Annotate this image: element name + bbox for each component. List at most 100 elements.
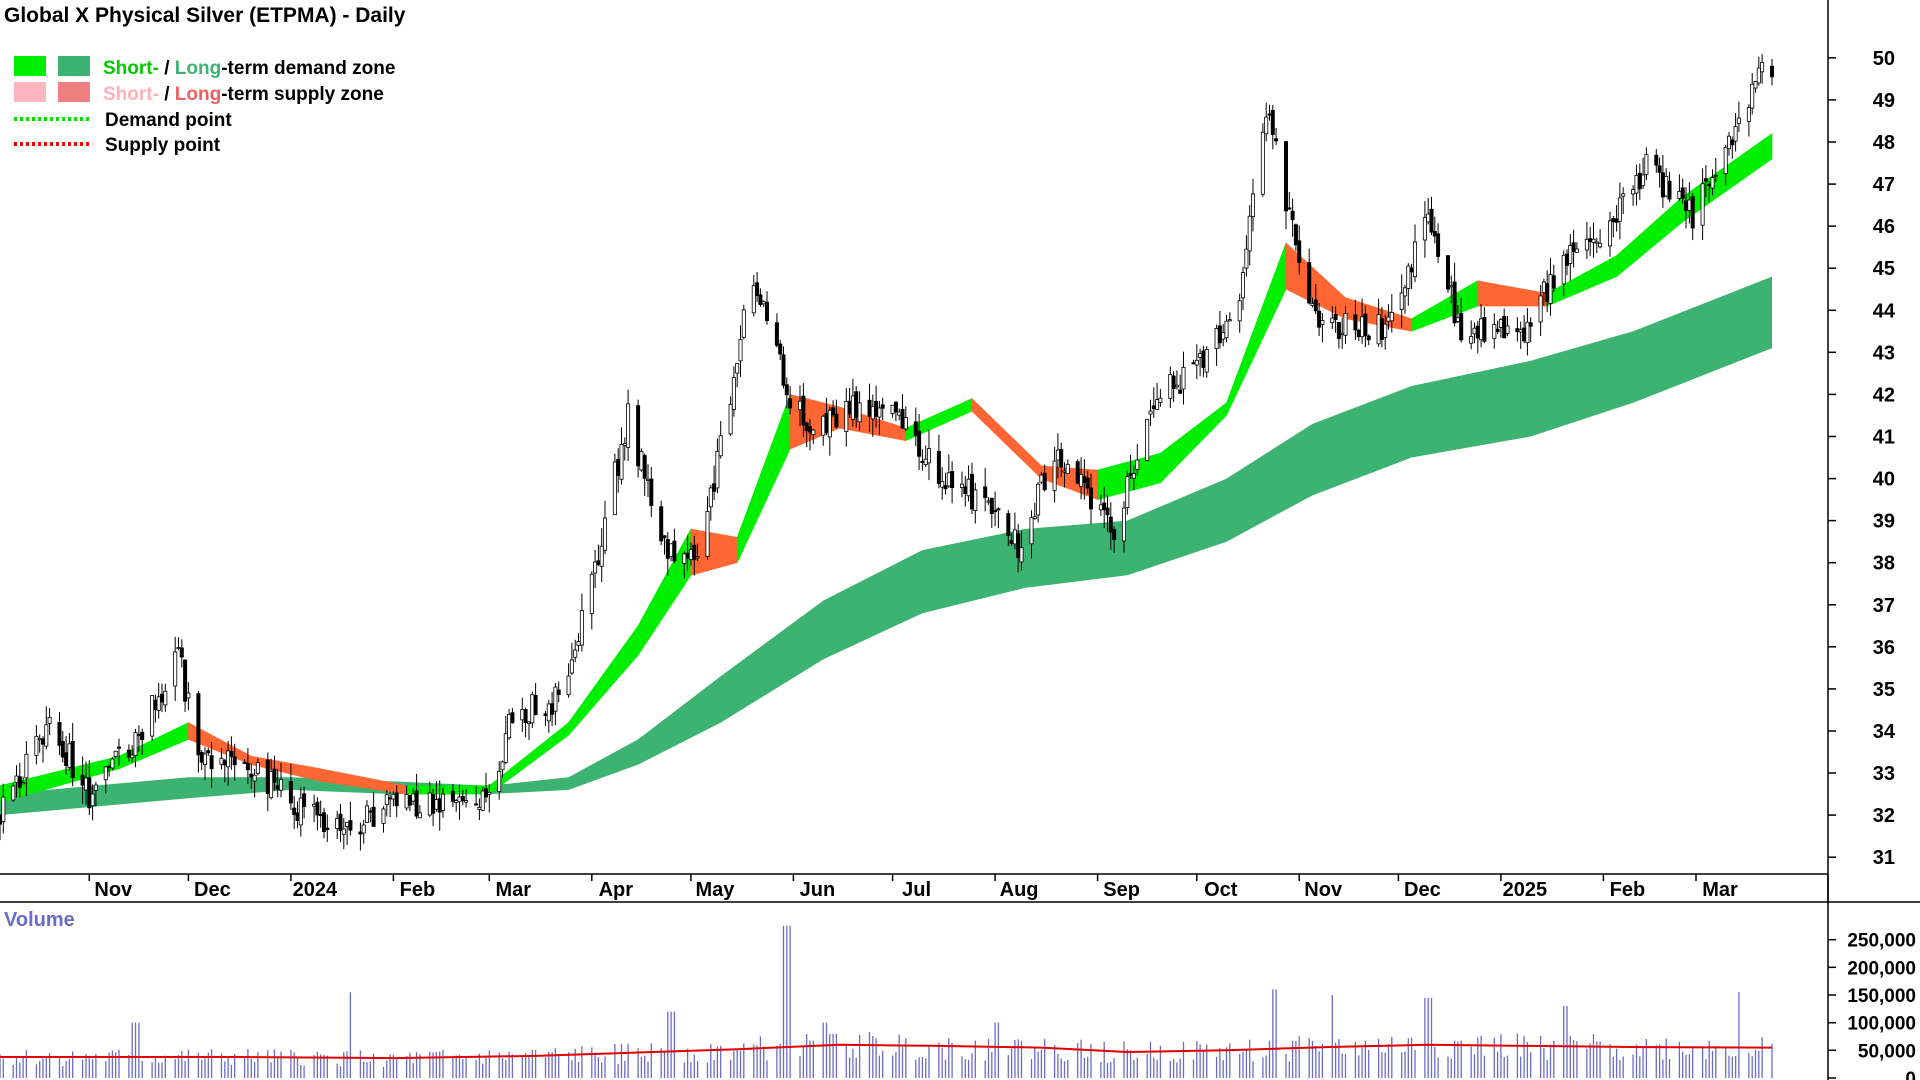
candle-up xyxy=(821,415,826,436)
candle-up xyxy=(186,692,191,699)
candle-up xyxy=(312,803,317,807)
candle-down xyxy=(368,810,373,813)
candle-down xyxy=(1502,315,1507,339)
candle-up xyxy=(1012,529,1017,545)
candle-up xyxy=(1422,217,1427,241)
candle-down xyxy=(1284,141,1289,212)
candle-up xyxy=(477,807,482,810)
candle-up xyxy=(639,451,644,471)
candle-up xyxy=(646,478,651,481)
candle-down xyxy=(758,294,763,305)
candle-up xyxy=(1525,321,1530,344)
candle-down xyxy=(692,544,697,561)
volume-average-line xyxy=(0,1043,1773,1060)
candle-up xyxy=(1505,325,1510,334)
candle-up xyxy=(44,724,49,747)
price-tick-label: 32 xyxy=(1873,805,1895,827)
candle-up xyxy=(1241,272,1246,299)
chart-title: Global X Physical Silver (ETPMA) - Daily xyxy=(4,4,406,27)
candle-down xyxy=(1379,318,1384,340)
candle-down xyxy=(1089,487,1094,510)
candle-down xyxy=(880,404,885,409)
candle-down xyxy=(17,776,22,788)
candle-up xyxy=(1518,329,1523,333)
price-tick-label: 47 xyxy=(1873,174,1895,196)
candle-up xyxy=(1036,483,1041,516)
candle-down xyxy=(1313,299,1318,312)
price-tick-label: 41 xyxy=(1873,427,1895,449)
legend-supply-long: Long xyxy=(175,84,221,105)
candle-down xyxy=(222,760,227,766)
candle-up xyxy=(1214,327,1219,349)
candle-down xyxy=(685,552,690,559)
candle-up xyxy=(103,766,108,781)
candle-up xyxy=(503,733,508,763)
candle-up xyxy=(1376,314,1381,345)
candle-up xyxy=(520,709,525,721)
candle-down xyxy=(136,734,141,737)
volume-tick-label: 150,000 xyxy=(1847,986,1916,1007)
candle-up xyxy=(1032,516,1037,519)
candle-down xyxy=(1482,317,1487,342)
candle-down xyxy=(788,398,793,409)
candle-up xyxy=(612,461,617,516)
date-tick-label: Mar xyxy=(1702,879,1738,901)
candle-up xyxy=(497,770,502,792)
candle-down xyxy=(784,384,789,396)
candle-up xyxy=(1194,359,1199,366)
price-tick-label: 37 xyxy=(1873,595,1895,617)
candle-up xyxy=(1498,319,1503,328)
candle-down xyxy=(407,795,412,806)
date-tick-label: Feb xyxy=(1610,879,1646,901)
candle-up xyxy=(1065,463,1070,474)
price-tick-label: 48 xyxy=(1873,132,1895,154)
candle-up xyxy=(1029,517,1034,545)
candle-up xyxy=(269,771,274,799)
candle-down xyxy=(140,731,145,741)
candle-down xyxy=(1009,540,1014,544)
candle-up xyxy=(255,762,260,774)
candle-down xyxy=(153,699,158,710)
candle-up xyxy=(877,407,882,418)
candle-up xyxy=(1039,474,1044,483)
candle-down xyxy=(249,773,254,778)
candle-up xyxy=(1198,353,1203,358)
candle-up xyxy=(113,750,118,757)
price-tick-label: 46 xyxy=(1873,216,1895,238)
candle-down xyxy=(1336,321,1341,339)
candle-up xyxy=(1343,312,1348,336)
candle-down xyxy=(1551,275,1556,289)
candle-up xyxy=(593,561,598,574)
candle-down xyxy=(1267,113,1272,116)
candle-up xyxy=(440,793,445,811)
candle-up xyxy=(176,647,181,650)
candlestick-series xyxy=(0,54,1775,851)
candle-down xyxy=(996,508,1001,511)
candle-up xyxy=(1641,174,1646,187)
candle-down xyxy=(414,790,419,817)
candle-down xyxy=(1102,502,1107,511)
candle-down xyxy=(1217,325,1222,344)
candle-down xyxy=(1108,516,1113,533)
candle-down xyxy=(371,806,376,827)
candle-up xyxy=(1713,174,1718,177)
candle-down xyxy=(1660,172,1665,198)
candle-up xyxy=(669,543,674,557)
volume-tick-label: 50,000 xyxy=(1858,1041,1916,1062)
candle-down xyxy=(315,801,320,816)
candle-down xyxy=(325,827,330,830)
candle-down xyxy=(1307,262,1312,304)
candle-up xyxy=(1750,83,1755,109)
candle-down xyxy=(126,749,131,758)
candle-down xyxy=(1588,238,1593,243)
date-tick-label: Oct xyxy=(1204,879,1238,901)
candle-up xyxy=(1574,248,1579,253)
candle-up xyxy=(11,785,16,801)
legend: Short- / Long-term demand zone Short- / … xyxy=(14,56,395,156)
candle-up xyxy=(1568,245,1573,264)
candle-down xyxy=(808,426,813,433)
candle-down xyxy=(1707,183,1712,186)
candle-up xyxy=(1055,449,1060,461)
candle-down xyxy=(388,797,393,800)
legend-long-demand-swatch xyxy=(58,56,90,76)
